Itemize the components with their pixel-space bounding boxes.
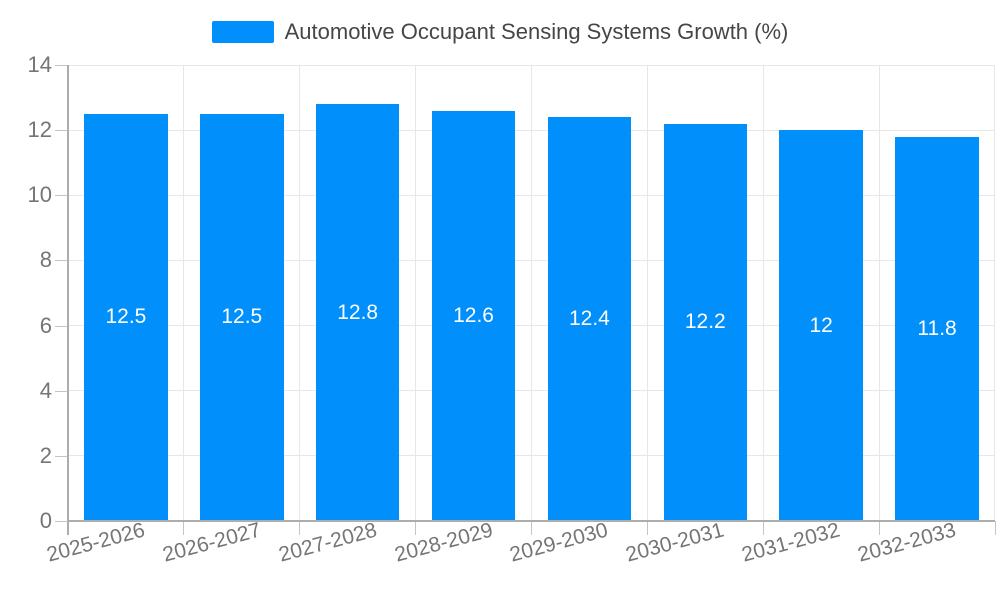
y-axis-tick-mark	[55, 455, 68, 457]
bar-value-label: 12.4	[568, 307, 610, 331]
x-axis-category-label-text: 2030-2031	[623, 518, 727, 567]
gridline-vertical	[531, 65, 532, 521]
y-axis-tick-mark	[55, 195, 68, 197]
x-axis-category-label-text: 2025-2026	[44, 518, 148, 567]
x-axis-line	[68, 520, 995, 522]
gridline-vertical	[183, 65, 185, 521]
bar[interactable]: 12.8	[315, 104, 400, 521]
x-axis-category-label-text: 2032-2033	[855, 518, 959, 567]
bar[interactable]: 12.5	[84, 113, 168, 521]
bar-value-label: 12.5	[105, 305, 147, 329]
legend-label: Automotive Occupant Sensing Systems Grow…	[284, 19, 789, 44]
y-axis-tick-label: 14	[27, 52, 52, 77]
x-axis-tick-mark	[994, 521, 996, 535]
x-axis-tick-mark	[762, 521, 764, 535]
y-axis-tick-mark	[55, 65, 68, 66]
x-axis-category-label-text: 2026-2027	[160, 518, 264, 567]
y-axis-tick-mark	[55, 260, 68, 262]
bar[interactable]: 12.6	[431, 110, 516, 521]
bar-value-label: 11.8	[917, 316, 957, 340]
bar-value-label: 12	[809, 313, 833, 337]
y-axis-tick-mark	[55, 325, 68, 327]
x-axis-category-label-text: 2027-2028	[276, 518, 380, 567]
x-axis-category-label-text: 2031-2032	[739, 518, 843, 567]
x-axis-category-label-text: 2028-2029	[391, 518, 495, 567]
bar[interactable]: 12	[779, 130, 863, 521]
x-axis-tick-mark	[878, 521, 880, 535]
y-axis-tick-label: 12	[27, 117, 52, 143]
y-axis-tick-mark	[55, 130, 68, 132]
y-axis-tick-label: 0	[39, 508, 52, 533]
x-axis-category-label-text: 2029-2030	[507, 518, 611, 567]
y-axis-tick-label: 2	[39, 442, 52, 468]
legend-swatch	[211, 21, 274, 43]
x-axis-tick-mark	[415, 521, 417, 535]
y-axis-tick-mark	[55, 390, 68, 392]
bar-value-label: 12.5	[221, 305, 263, 329]
gridline-vertical	[878, 65, 880, 521]
y-axis-tick-label: 6	[39, 312, 52, 338]
x-axis-tick-mark	[531, 521, 532, 535]
bar[interactable]: 12.2	[663, 123, 748, 521]
bar[interactable]: 12.5	[200, 113, 284, 521]
x-axis-tick-mark	[646, 521, 648, 535]
gridline-vertical	[415, 65, 417, 521]
y-axis-tick-label: 4	[39, 377, 52, 403]
plot-area: 12.5 12.5 12.8 12.6 12.4 12.2 12 11.8	[67, 64, 995, 522]
gridline-vertical	[299, 65, 301, 521]
bar-value-label: 12.8	[337, 300, 379, 324]
y-axis-tick-label: 10	[27, 182, 52, 208]
y-axis-tick-mark	[55, 521, 68, 522]
bar[interactable]: 11.8	[895, 136, 979, 521]
legend[interactable]: Automotive Occupant Sensing Systems Grow…	[0, 19, 1000, 45]
y-axis-tick-label: 8	[39, 247, 52, 273]
x-axis-tick-mark	[183, 521, 185, 535]
bar-value-label: 12.2	[684, 310, 726, 334]
gridline-vertical	[762, 65, 764, 521]
x-axis-tick-mark	[299, 521, 301, 535]
x-axis-category-label: 2032-2033	[855, 518, 1000, 566]
bar-value-label: 12.6	[453, 303, 494, 327]
gridline-vertical	[993, 65, 995, 521]
gridline-vertical	[646, 65, 648, 521]
y-axis-line	[67, 65, 69, 535]
bar[interactable]: 12.4	[547, 117, 632, 521]
